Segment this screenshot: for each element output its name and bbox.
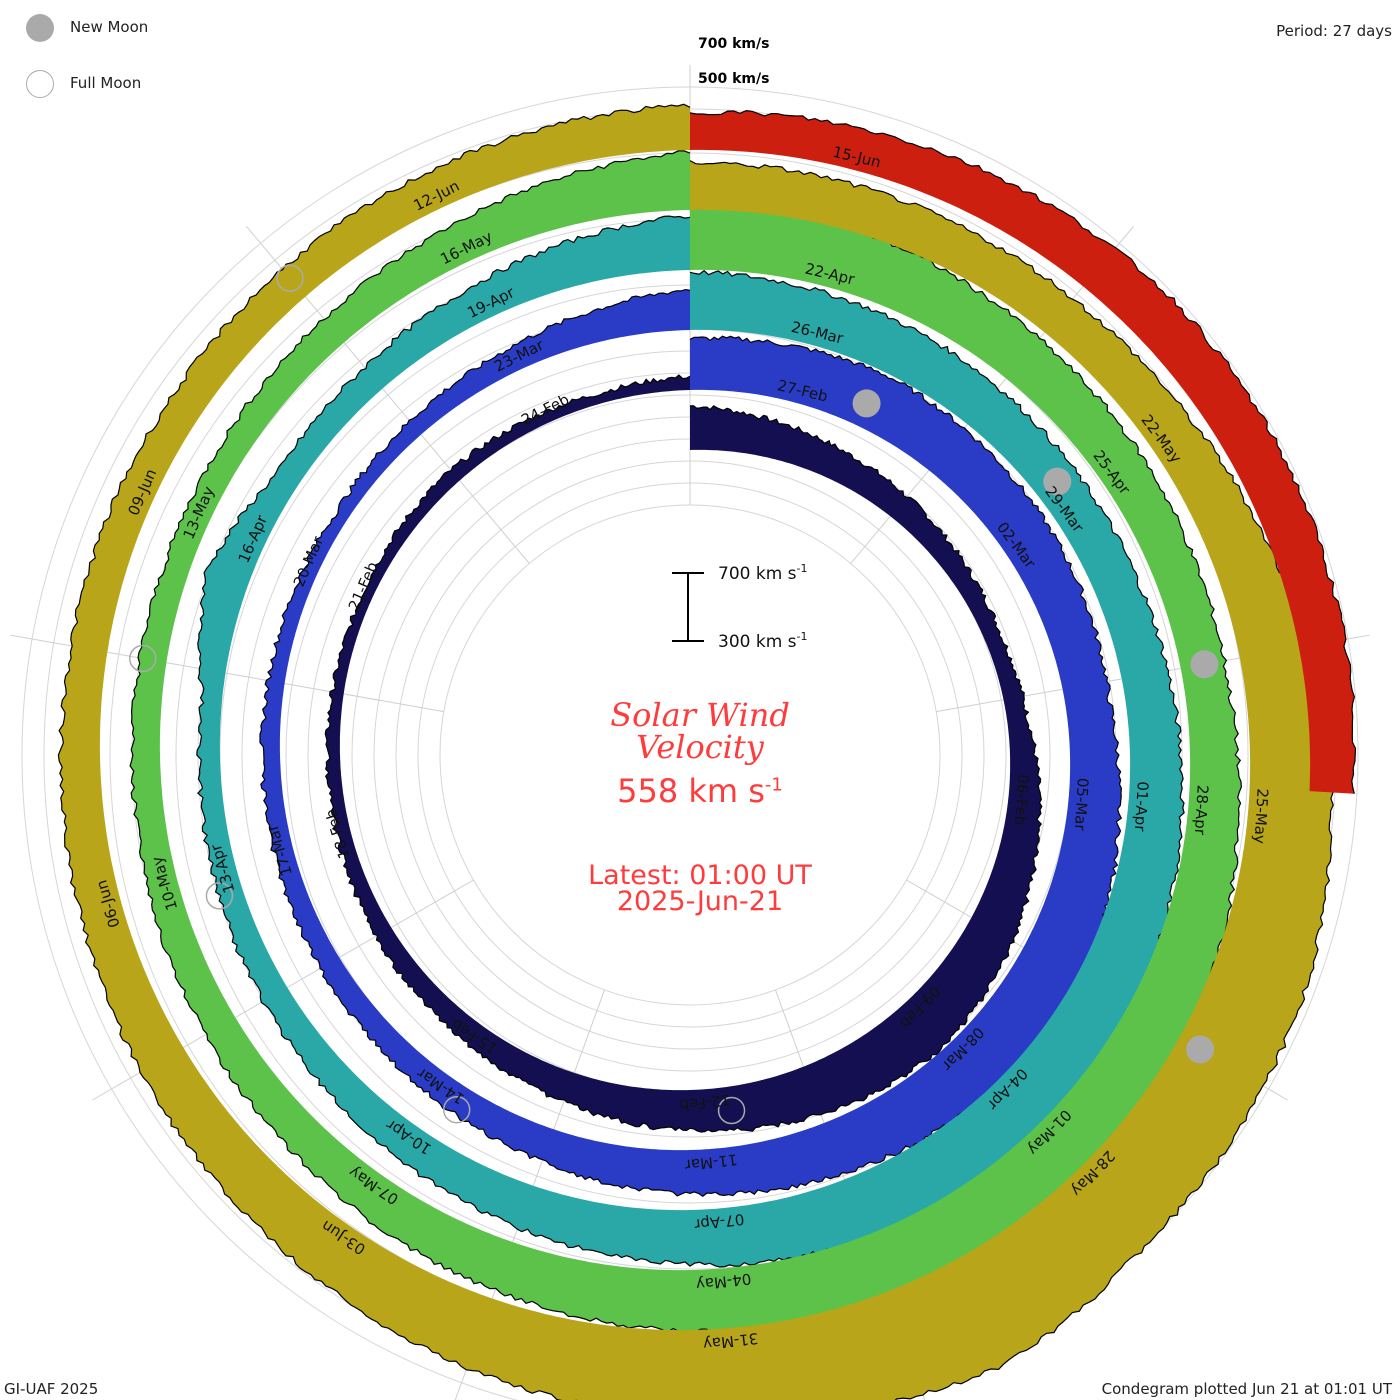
new-moon-marker <box>1186 1035 1215 1064</box>
legend-full-moon-label: Full Moon <box>70 74 142 92</box>
footer-plotted-time: Condegram plotted Jun 21 at 01:01 UT <box>1101 1380 1392 1398</box>
date-label: 28-Apr <box>1191 784 1212 836</box>
footer-credit: GI-UAF 2025 <box>4 1380 99 1398</box>
full-moon-marker <box>129 644 157 673</box>
moon-layer <box>129 264 1219 1125</box>
velocity-trace-5 <box>57 103 1334 1400</box>
legend-new-moon-label: New Moon <box>70 18 149 36</box>
outer-scale-700-label: 700 km/s <box>698 36 769 52</box>
new-moon-marker <box>852 389 881 418</box>
outer-scale-500-label: 500 km/s <box>698 71 769 87</box>
date-label: 06-Feb <box>1011 774 1032 826</box>
velocity-trace-2 <box>259 288 1123 1198</box>
date-label: 25-May <box>1250 788 1271 845</box>
period-label: Period: 27 days <box>1276 22 1392 40</box>
chart-title-line1: Solar Wind <box>610 696 790 734</box>
chart-title-line2: Velocity <box>636 728 764 766</box>
full-moon-marker <box>717 1096 746 1125</box>
velocity-trace-3 <box>196 215 1185 1268</box>
date-label: 01-Apr <box>1131 781 1152 833</box>
full-moon-icon <box>26 70 54 98</box>
latest-time-label: Latest: 01:00 UT <box>588 860 812 891</box>
new-moon-marker <box>1043 467 1072 496</box>
full-moon-marker <box>442 1095 471 1124</box>
velocity-trace-1 <box>324 374 1043 1133</box>
new-moon-icon <box>26 14 54 42</box>
scale-bar: 700 km s-1 300 km s-1 <box>672 562 808 652</box>
date-label: 07-Apr <box>693 1210 746 1234</box>
scale-bar-bottom-label: 300 km s-1 <box>718 630 808 652</box>
band-layer <box>57 103 1357 1400</box>
full-moon-marker <box>205 882 234 910</box>
scale-bar-top-label: 700 km s-1 <box>718 562 808 584</box>
current-speed-value: 558 km s-1 <box>617 772 783 810</box>
date-label: 12-Feb <box>679 1091 732 1115</box>
full-moon-marker <box>276 264 304 293</box>
date-label: 05-Mar <box>1071 777 1092 832</box>
velocity-trace-6 <box>689 109 1357 794</box>
new-moon-marker <box>1190 650 1219 679</box>
latest-date-label: 2025-Jun-21 <box>616 886 784 917</box>
